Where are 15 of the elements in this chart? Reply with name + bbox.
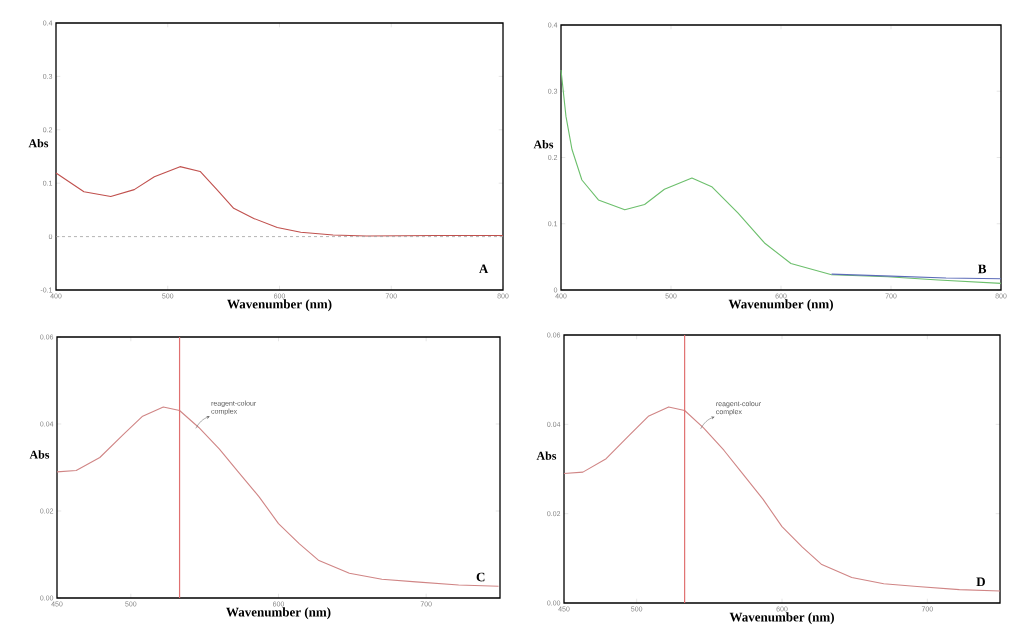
annotation: D xyxy=(976,577,985,587)
x-axis-title: Wavenumber (nm) xyxy=(227,299,332,312)
y-axis-title: Abs xyxy=(28,138,49,148)
y-axis-title: Abs xyxy=(29,450,50,459)
annotation: B xyxy=(978,264,987,274)
line-series xyxy=(55,166,504,237)
x-axis-title: Wavenumber (nm) xyxy=(728,299,833,312)
line-series xyxy=(560,69,1002,284)
annotation: C xyxy=(476,572,485,582)
line-series xyxy=(563,406,1001,592)
x-axis-title: Wavenumber (nm) xyxy=(226,607,331,620)
annotation: A xyxy=(479,264,489,274)
y-axis-title: Abs xyxy=(533,140,554,149)
x-axis-title: Wavenumber (nm) xyxy=(729,612,834,625)
y-axis-title: Abs xyxy=(536,451,557,460)
